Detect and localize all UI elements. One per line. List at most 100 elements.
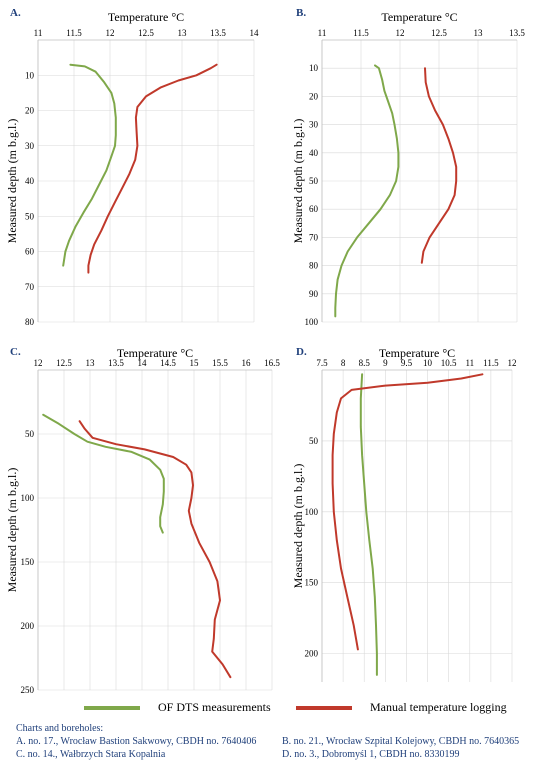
chart-title: Temperature °C <box>108 10 184 24</box>
legend-label-dts: OF DTS measurements <box>158 700 271 714</box>
x-tick-label: 14.5 <box>160 358 176 368</box>
chart-panel-4: D. Temperature °C Measured depth (m b.g.l.… <box>291 346 517 682</box>
footer-row-2: C. no. 14., Wałbrzych Stara Kopalnia D. … <box>16 748 546 761</box>
x-tick-label: 12 <box>396 28 405 38</box>
legend: OF DTS measurements Manual temperature l… <box>0 700 550 722</box>
footer-borehole-c: C. no. 14., Wałbrzych Stara Kopalnia <box>16 749 166 760</box>
x-tick-label: 16 <box>242 358 252 368</box>
x-tick-label: 12.5 <box>431 28 447 38</box>
x-tick-label: 14 <box>250 28 260 38</box>
y-tick-label: 90 <box>309 289 319 299</box>
footer-heading: Charts and boreholes: <box>16 723 104 734</box>
x-tick-label: 10.5 <box>441 358 457 368</box>
x-tick-label: 13.5 <box>108 358 124 368</box>
x-tick-label: 11.5 <box>353 28 369 38</box>
x-tick-label: 12.5 <box>56 358 72 368</box>
x-tick-label: 11.5 <box>483 358 499 368</box>
x-tick-label: 7.5 <box>316 358 328 368</box>
y-tick-label: 60 <box>309 204 319 214</box>
y-axis-label: Measured depth (m b.g.l.) <box>291 464 305 589</box>
legend-swatch-dts <box>84 705 140 710</box>
x-tick-label: 15.5 <box>212 358 228 368</box>
series-line-dts <box>42 413 165 534</box>
y-tick-label: 150 <box>305 578 319 588</box>
chart-title: Temperature °C <box>379 346 455 360</box>
x-tick-label: 13 <box>474 28 484 38</box>
y-axis-label: Measured depth (m b.g.l.) <box>291 119 305 244</box>
panel-letter: B. <box>296 7 306 19</box>
series-line-manual <box>331 373 484 651</box>
legend-item-manual: Manual temperature logging <box>296 700 507 715</box>
y-tick-label: 40 <box>25 176 35 186</box>
y-axis-label: Measured depth (m b.g.l.) <box>5 468 19 593</box>
y-tick-label: 150 <box>21 557 35 567</box>
x-tick-label: 16.5 <box>264 358 280 368</box>
footer-borehole-b: B. no. 21., Wrocław Szpital Kolejowy, CB… <box>282 736 520 747</box>
footer: Charts and boreholes: A. no. 17., Wrocła… <box>16 722 546 761</box>
legend-swatch-manual <box>296 705 352 710</box>
y-tick-label: 250 <box>21 685 35 695</box>
legend-label-manual: Manual temperature logging <box>370 700 507 714</box>
series-line-dts <box>334 64 400 318</box>
y-tick-label: 80 <box>25 317 35 327</box>
legend-item-dts: OF DTS measurements <box>84 700 271 715</box>
y-tick-label: 70 <box>309 232 319 242</box>
footer-borehole-d: D. no. 3., Dobromyśl 1, CBDH no. 8330199 <box>282 749 460 760</box>
x-tick-label: 14 <box>138 358 148 368</box>
y-tick-label: 200 <box>21 621 35 631</box>
y-tick-label: 60 <box>25 247 35 257</box>
chart-title: Temperature °C <box>117 346 193 360</box>
x-tick-label: 11.5 <box>66 28 82 38</box>
y-tick-label: 10 <box>25 70 35 80</box>
chart-panel-3: C. Temperature °C Measured depth (m b.g.l.… <box>5 346 280 695</box>
x-tick-label: 8 <box>341 358 346 368</box>
x-tick-label: 12 <box>34 358 43 368</box>
chart-title: Temperature °C <box>381 10 457 24</box>
y-tick-label: 40 <box>309 148 319 158</box>
x-tick-label: 15 <box>190 358 200 368</box>
series-line-manual <box>87 63 218 274</box>
x-tick-label: 13 <box>178 28 188 38</box>
footer-row-1: A. no. 17., Wrocław Bastion Sakwowy, CBD… <box>16 735 546 748</box>
x-tick-label: 11 <box>34 28 43 38</box>
x-tick-label: 12 <box>508 358 517 368</box>
x-tick-label: 12 <box>106 28 115 38</box>
x-tick-label: 13 <box>86 358 96 368</box>
y-tick-label: 70 <box>25 282 35 292</box>
y-tick-label: 30 <box>25 141 35 151</box>
y-tick-label: 200 <box>305 649 319 659</box>
x-tick-label: 13.5 <box>509 28 525 38</box>
panel-letter: A. <box>10 7 21 19</box>
figure: A. Temperature °C Measured depth (m b.g.l.… <box>5 7 525 695</box>
y-tick-label: 80 <box>309 261 319 271</box>
x-tick-label: 8.5 <box>359 358 371 368</box>
panel-letter: D. <box>296 346 307 358</box>
chart-panel-1: A. Temperature °C Measured depth (m b.g.l.… <box>5 7 259 327</box>
x-tick-label: 11 <box>318 28 327 38</box>
x-tick-label: 12.5 <box>138 28 154 38</box>
y-tick-label: 100 <box>21 493 35 503</box>
series-line-dts <box>359 373 378 676</box>
y-tick-label: 100 <box>305 317 319 327</box>
x-tick-label: 10 <box>423 358 433 368</box>
y-tick-label: 100 <box>305 507 319 517</box>
y-tick-label: 50 <box>309 176 319 186</box>
x-tick-label: 9 <box>383 358 388 368</box>
x-tick-label: 11 <box>465 358 474 368</box>
y-tick-label: 20 <box>25 106 35 116</box>
footer-borehole-a: A. no. 17., Wrocław Bastion Sakwowy, CBD… <box>16 736 257 747</box>
panel-letter: C. <box>10 346 21 358</box>
y-tick-label: 50 <box>25 429 35 439</box>
chart-panel-2: B. Temperature °C Measured depth (m b.g.l.… <box>291 7 525 327</box>
y-tick-label: 50 <box>309 436 319 446</box>
y-tick-label: 50 <box>25 211 35 221</box>
y-axis-label: Measured depth (m b.g.l.) <box>5 119 19 244</box>
series-line-dts <box>62 63 117 267</box>
x-tick-label: 9.5 <box>401 358 413 368</box>
y-tick-label: 30 <box>309 120 319 130</box>
series-line-manual <box>420 67 458 264</box>
series-line-manual <box>78 420 232 679</box>
y-tick-label: 10 <box>309 63 319 73</box>
y-tick-label: 20 <box>309 91 319 101</box>
x-tick-label: 13.5 <box>210 28 226 38</box>
